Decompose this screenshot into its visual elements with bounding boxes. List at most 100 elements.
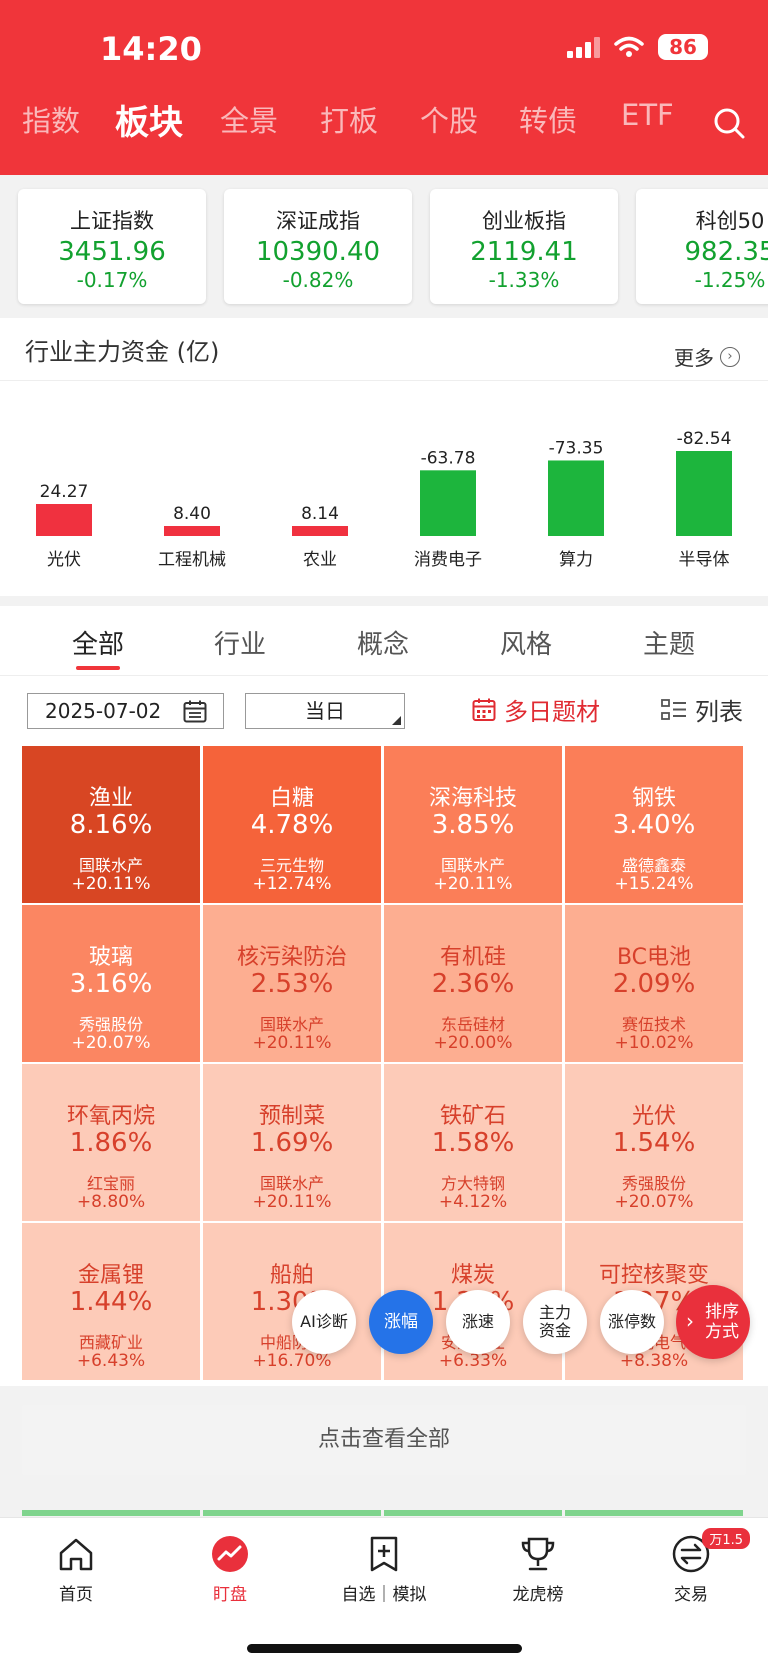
tab-stocks[interactable]: 个股 — [420, 104, 479, 138]
index-card-szse[interactable]: 深证成指 10390.40 -0.82% — [224, 189, 412, 304]
active-tab-indicator — [76, 666, 120, 670]
sort-by-limit-up-button[interactable]: 涨停数 — [600, 1290, 664, 1354]
flow-bar[interactable] — [36, 504, 92, 536]
ai-diagnosis-button[interactable]: AI诊断 — [292, 1290, 356, 1354]
leading-stock-change: +10.02% — [614, 1033, 694, 1053]
sector-tile[interactable]: 预制菜 1.69% 国联水产 +20.11% — [203, 1064, 381, 1221]
next-row-hint — [384, 1510, 562, 1516]
sector-name: 预制菜 — [258, 1104, 325, 1129]
multi-day-theme-button[interactable]: 多日题材 — [472, 692, 600, 727]
index-card-star50[interactable]: 科创50 982.35 -1.25% — [636, 189, 768, 304]
tab-panorama[interactable]: 全景 — [220, 104, 279, 138]
more-button[interactable]: 更多 › — [674, 342, 740, 371]
sector-tile[interactable]: 钢铁 3.40% 盛德鑫泰 +15.24% — [565, 746, 743, 903]
next-row-hint — [565, 1510, 743, 1516]
calendar-grid-icon — [472, 698, 496, 721]
sector-tile[interactable]: 白糖 4.78% 三元生物 +12.74% — [203, 746, 381, 903]
leading-stock: 国联水产 — [78, 856, 143, 875]
sector-name: 渔业 — [88, 786, 133, 811]
sector-name: 钢铁 — [631, 786, 676, 811]
index-card-chinext[interactable]: 创业板指 2119.41 -1.33% — [430, 189, 618, 304]
tab-convertible[interactable]: 转债 — [519, 104, 578, 138]
leading-stock-change: +4.12% — [438, 1192, 508, 1212]
flow-bar[interactable] — [676, 451, 732, 536]
sector-tile[interactable]: BC电池 2.09% 赛伍技术 +10.02% — [565, 905, 743, 1062]
leading-stock-change: +20.11% — [71, 874, 151, 894]
sector-heatmap: 渔业 8.16% 国联水产 +20.11% 白糖 4.78% 三元生物 +12.74% 深海科技… — [0, 746, 768, 1386]
index-name: 上证指数 — [70, 209, 154, 233]
nav-watch[interactable]: 盯盘 — [180, 1534, 280, 1605]
sector-tile[interactable]: 深海科技 3.85% 国联水产 +20.11% — [384, 746, 562, 903]
sector-change: 2.53% — [250, 969, 334, 999]
leading-stock-change: +20.11% — [433, 874, 513, 894]
sector-tile[interactable]: 渔业 8.16% 国联水产 +20.11% — [22, 746, 200, 903]
sector-name: 光伏 — [631, 1104, 676, 1129]
nav-watchlist[interactable]: 自选｜模拟 — [334, 1534, 434, 1605]
sector-name: 深海科技 — [428, 786, 517, 811]
search-icon[interactable] — [712, 106, 746, 140]
nav-trade-label: 交易 — [674, 1585, 708, 1605]
index-name: 科创50 — [695, 209, 765, 233]
sector-name: 白糖 — [269, 786, 314, 811]
sector-change: 3.16% — [69, 969, 153, 999]
sector-name: BC电池 — [616, 945, 692, 970]
flow-bar[interactable] — [420, 470, 476, 536]
tab-index[interactable]: 指数 — [22, 104, 81, 138]
tab-style[interactable]: 风格 — [499, 630, 552, 660]
flow-bar[interactable] — [164, 526, 220, 536]
flow-value-label: -63.78 — [421, 448, 476, 468]
sector-tile[interactable]: 船舶 1.30% 中船防务 +16.70% — [203, 1223, 381, 1380]
index-value: 982.35 — [684, 237, 768, 267]
sort-method-label: 排序方式 — [705, 1302, 739, 1342]
tab-industry[interactable]: 行业 — [213, 630, 266, 660]
leading-stock: 秀强股份 — [621, 1174, 686, 1193]
sector-tile[interactable]: 铁矿石 1.58% 方大特钢 +4.12% — [384, 1064, 562, 1221]
nav-home[interactable]: 首页 — [26, 1534, 126, 1605]
flow-category-label: 工程机械 — [158, 550, 226, 570]
index-card-sse[interactable]: 上证指数 3451.96 -0.17% — [18, 189, 206, 304]
sector-tile[interactable]: 核污染防治 2.53% 国联水产 +20.11% — [203, 905, 381, 1062]
wifi-icon — [614, 36, 644, 57]
leading-stock: 盛德鑫泰 — [621, 856, 686, 875]
sector-tile[interactable]: 玻璃 3.16% 秀强股份 +20.07% — [22, 905, 200, 1062]
view-all-button[interactable]: 点击查看全部 — [22, 1405, 746, 1475]
sector-change: 1.44% — [69, 1287, 153, 1317]
flow-bar[interactable] — [292, 526, 348, 536]
sector-tile[interactable]: 环氧丙烷 1.86% 红宝丽 +8.80% — [22, 1064, 200, 1221]
nav-trade[interactable]: 交易 — [641, 1534, 741, 1605]
period-select[interactable]: 当日 — [245, 693, 405, 729]
home-indicator — [247, 1644, 522, 1653]
leading-stock: 红宝丽 — [86, 1174, 135, 1193]
date-picker[interactable]: 2025-07-02 — [27, 693, 224, 729]
sort-by-change-button[interactable]: 涨幅 — [369, 1290, 433, 1354]
nav-dragon-tiger[interactable]: 龙虎榜 — [488, 1534, 588, 1605]
leading-stock: 中船防务 — [259, 1333, 324, 1352]
sector-change: 2.09% — [612, 969, 696, 999]
tab-concept[interactable]: 概念 — [356, 630, 409, 660]
sector-tile[interactable]: 有机硅 2.36% 东岳硅材 +20.00% — [384, 905, 562, 1062]
flow-category-label: 算力 — [559, 550, 593, 570]
leading-stock: 东岳硅材 — [440, 1015, 505, 1034]
multi-day-label: 多日题材 — [504, 698, 600, 726]
period-value: 当日 — [305, 699, 345, 723]
sort-by-capital-button[interactable]: 主力资金 — [523, 1290, 587, 1354]
index-value: 2119.41 — [470, 237, 578, 267]
add-watchlist-icon — [370, 1536, 398, 1572]
sector-change: 8.16% — [69, 810, 153, 840]
tab-etf[interactable]: ETF — [621, 98, 674, 132]
sector-change: 1.69% — [250, 1128, 334, 1158]
tab-theme[interactable]: 主题 — [642, 630, 695, 660]
flow-bar[interactable] — [548, 460, 604, 536]
sort-by-speed-button[interactable]: 涨速 — [446, 1290, 510, 1354]
status-icons: 86 — [567, 34, 708, 60]
tab-sector[interactable]: 板块 — [115, 103, 183, 143]
sort-method-button[interactable]: › 排序方式 — [676, 1285, 750, 1359]
sector-tile[interactable]: 光伏 1.54% 秀强股份 +20.07% — [565, 1064, 743, 1221]
category-tabs: 全部 行业 概念 风格 主题 — [0, 606, 768, 676]
index-change: -0.17% — [76, 268, 148, 292]
tab-all[interactable]: 全部 — [71, 630, 124, 660]
sector-tile[interactable]: 金属锂 1.44% 西藏矿业 +6.43% — [22, 1223, 200, 1380]
tab-limit-board[interactable]: 打板 — [320, 104, 379, 138]
leading-stock: 国联水产 — [259, 1015, 324, 1034]
list-view-button[interactable]: 列表 — [661, 692, 743, 727]
